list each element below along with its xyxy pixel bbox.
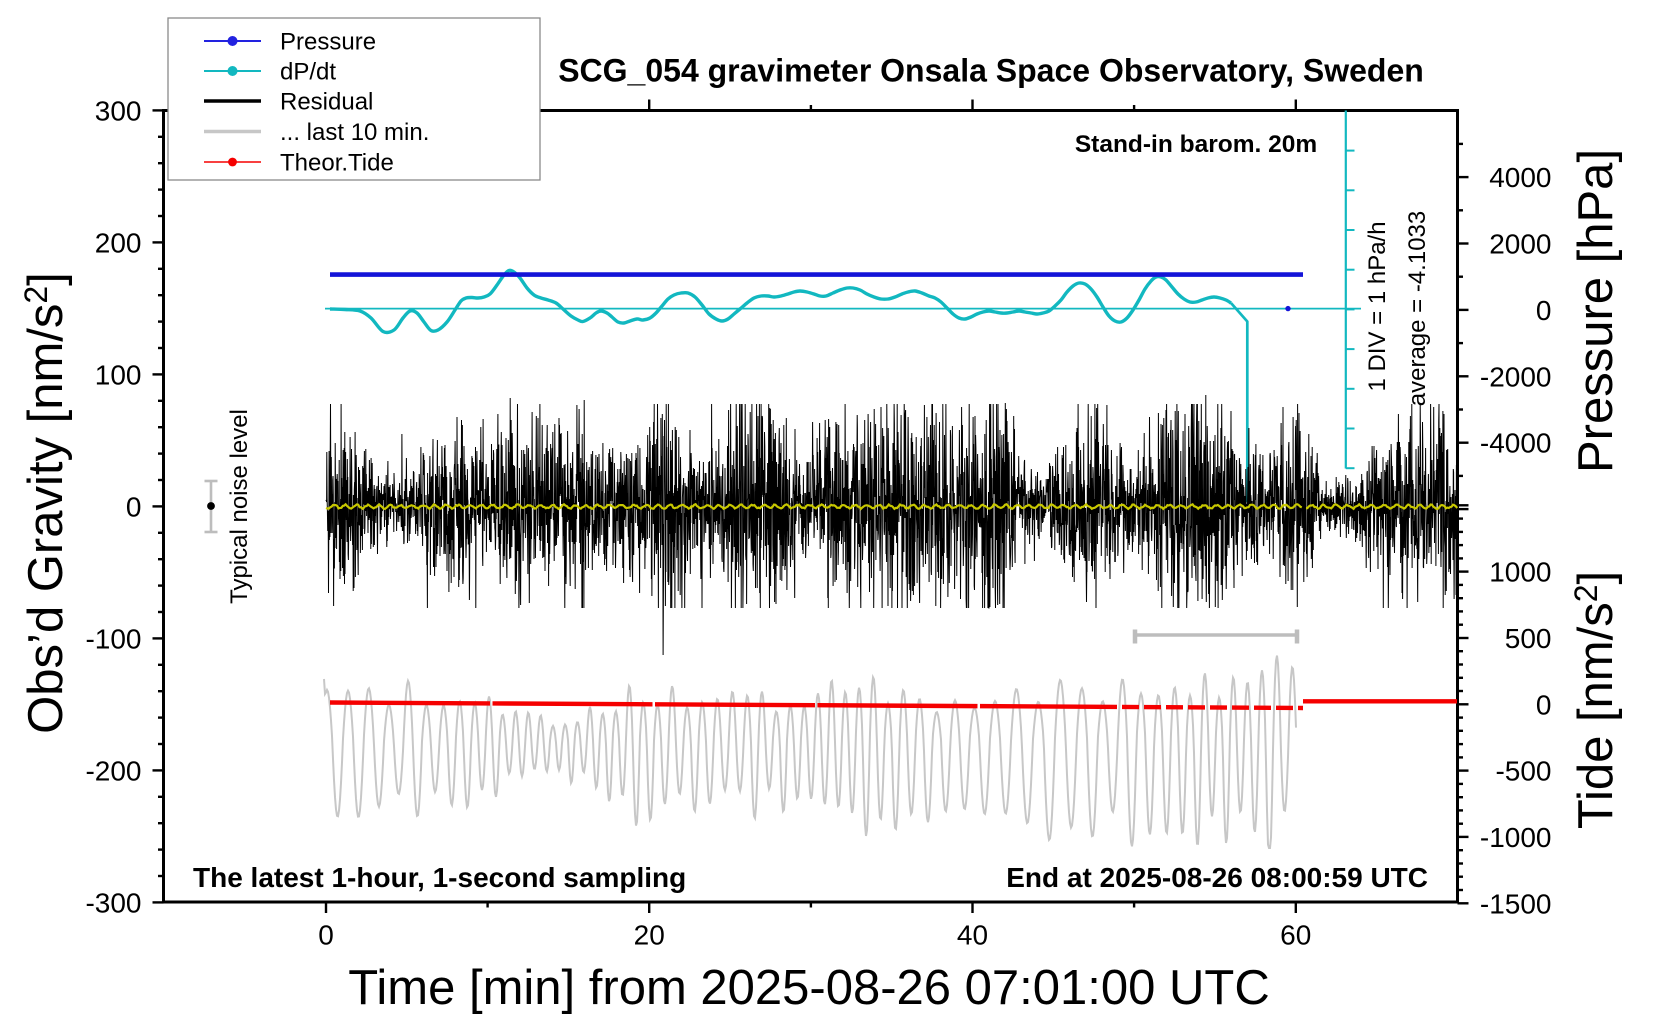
svg-text:-100: -100 <box>85 623 141 654</box>
svg-text:Stand-in barom. 20m: Stand-in barom. 20m <box>1075 131 1317 158</box>
svg-text:1000: 1000 <box>1489 557 1551 588</box>
svg-text:Time [min] from 2025-08-26 07:: Time [min] from 2025-08-26 07:01:00 UTC <box>348 961 1269 1015</box>
svg-text:End at 2025-08-26 08:00:59 UTC: End at 2025-08-26 08:00:59 UTC <box>1006 862 1428 893</box>
svg-text:2000: 2000 <box>1489 229 1551 260</box>
svg-text:... last 10 min.: ... last 10 min. <box>280 119 429 146</box>
svg-text:-1500: -1500 <box>1480 888 1552 919</box>
svg-text:-500: -500 <box>1495 756 1551 787</box>
svg-text:Pressure: Pressure <box>280 29 376 56</box>
svg-text:Tide [nm/s2]: Tide [nm/s2] <box>1568 571 1623 829</box>
svg-text:20: 20 <box>634 920 665 951</box>
svg-text:dP/dt: dP/dt <box>280 59 336 86</box>
svg-text:0: 0 <box>1536 689 1552 720</box>
svg-text:SCG_054 gravimeter Onsala Spac: SCG_054 gravimeter Onsala Space Observat… <box>558 53 1424 89</box>
svg-text:-300: -300 <box>85 887 141 918</box>
svg-text:40: 40 <box>957 920 988 951</box>
svg-text:Theor.Tide: Theor.Tide <box>280 150 394 177</box>
svg-text:0: 0 <box>318 920 334 951</box>
svg-text:-2000: -2000 <box>1480 361 1552 392</box>
svg-text:The latest 1-hour, 1-second sa: The latest 1-hour, 1-second sampling <box>193 862 686 893</box>
svg-text:Residual: Residual <box>280 89 373 116</box>
svg-text:Pressure [hPa]: Pressure [hPa] <box>1569 149 1623 473</box>
svg-text:Obs’d Gravity [nm/s2]: Obs’d Gravity [nm/s2] <box>18 272 73 734</box>
svg-text:4000: 4000 <box>1489 162 1551 193</box>
svg-text:300: 300 <box>95 95 142 126</box>
svg-text:200: 200 <box>95 227 142 258</box>
svg-text:average = -4.1033: average = -4.1033 <box>1404 211 1431 406</box>
svg-text:0: 0 <box>1536 295 1552 326</box>
svg-text:Typical noise level: Typical noise level <box>226 409 253 604</box>
svg-text:500: 500 <box>1505 623 1552 654</box>
svg-text:60: 60 <box>1280 920 1311 951</box>
svg-text:-200: -200 <box>85 755 141 786</box>
svg-text:-4000: -4000 <box>1480 428 1552 459</box>
svg-text:0: 0 <box>126 491 142 522</box>
svg-text:100: 100 <box>95 359 142 390</box>
svg-text:-1000: -1000 <box>1480 822 1552 853</box>
svg-text:1 DIV = 1 hPa/h: 1 DIV = 1 hPa/h <box>1364 221 1391 391</box>
